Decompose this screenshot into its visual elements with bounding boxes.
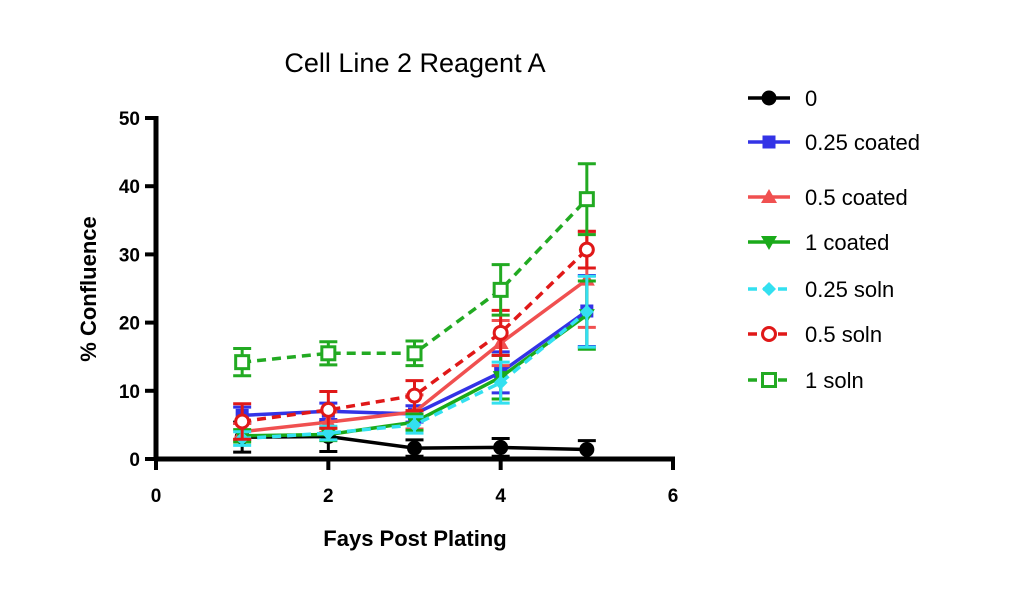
legend-item-6: 1 soln xyxy=(748,368,864,393)
plot-area: 0 10 20 30 40 50 0 2 4 6 xyxy=(119,109,678,507)
x-tick-label: 6 xyxy=(668,486,679,507)
y-tick-label: 50 xyxy=(119,109,140,130)
y-tick-label: 20 xyxy=(119,314,140,335)
legend: 0 0.25 coated 0.5 coated 1 coated 0.25 soln 0… xyxy=(748,86,920,393)
x-axis-label: Fays Post Plating xyxy=(323,526,506,551)
legend-label: 1 soln xyxy=(805,368,864,393)
data-point xyxy=(578,191,595,208)
y-tick-label: 0 xyxy=(129,450,140,471)
data-point xyxy=(406,345,423,362)
legend-item-2: 0.5 coated xyxy=(748,185,908,210)
x-tick-label: 2 xyxy=(323,486,334,507)
legend-marker xyxy=(761,372,777,388)
data-point xyxy=(578,241,595,258)
series-6 xyxy=(233,162,596,378)
series-4 xyxy=(233,274,596,447)
legend-label: 0.5 coated xyxy=(805,185,908,210)
legend-label: 0.25 coated xyxy=(805,130,920,155)
data-point xyxy=(234,413,251,430)
chart-title: Cell Line 2 Reagent A xyxy=(284,48,545,78)
legend-marker xyxy=(762,282,776,296)
legend-item-5: 0.5 soln xyxy=(748,322,882,347)
legend-item-4: 0.25 soln xyxy=(748,277,894,302)
data-point xyxy=(579,304,594,319)
x-tick-label: 0 xyxy=(151,486,162,507)
data-point xyxy=(406,387,423,404)
y-tick-label: 10 xyxy=(119,382,140,403)
legend-label: 0.25 soln xyxy=(805,277,894,302)
data-point xyxy=(234,354,251,371)
series-line xyxy=(241,248,589,424)
legend-label: 0.5 soln xyxy=(805,322,882,347)
legend-label: 0 xyxy=(805,86,817,111)
data-point xyxy=(320,401,337,418)
data-point xyxy=(492,281,509,298)
y-tick-label: 40 xyxy=(119,177,140,198)
data-point xyxy=(407,440,422,456)
legend-label: 1 coated xyxy=(805,230,889,255)
legend-marker xyxy=(761,189,777,203)
data-point xyxy=(579,441,595,457)
data-point xyxy=(493,439,509,455)
legend-marker xyxy=(761,236,777,250)
data-point xyxy=(320,345,337,362)
legend-item-3: 1 coated xyxy=(748,230,889,255)
y-axis-label: % Confluence xyxy=(76,216,101,361)
legend-marker xyxy=(762,135,776,149)
legend-item-1: 0.25 coated xyxy=(748,130,920,155)
y-tick-label: 30 xyxy=(119,245,140,266)
data-point xyxy=(492,324,509,341)
x-tick-label: 4 xyxy=(495,486,506,507)
series-line xyxy=(241,197,589,364)
series-5 xyxy=(233,229,596,441)
legend-item-0: 0 xyxy=(748,86,817,111)
legend-marker xyxy=(761,326,777,342)
data-point xyxy=(493,375,508,390)
data-point xyxy=(407,417,422,432)
legend-marker xyxy=(761,90,777,106)
